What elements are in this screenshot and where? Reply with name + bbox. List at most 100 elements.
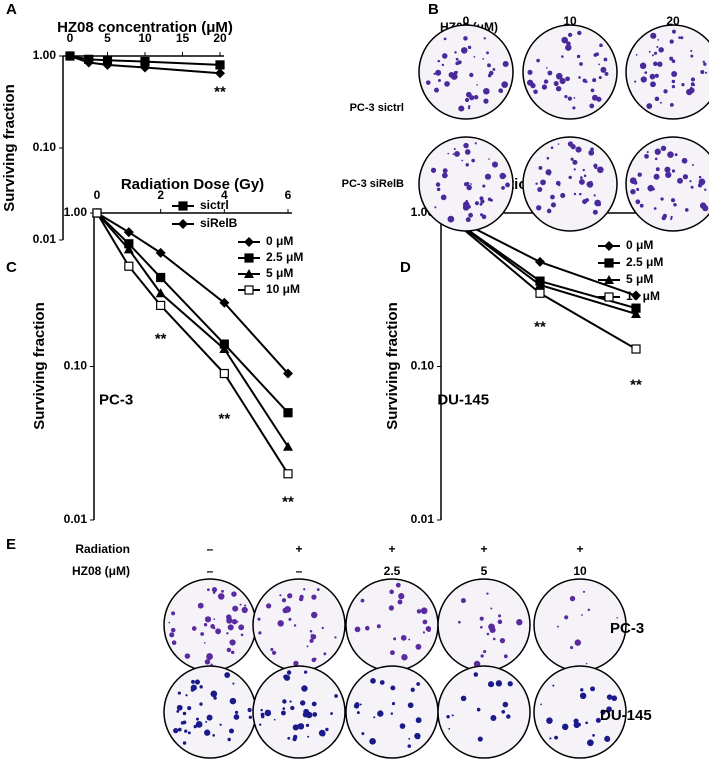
colony	[402, 654, 406, 658]
annotation: **	[630, 377, 642, 394]
colony	[465, 163, 469, 167]
colony	[653, 173, 660, 180]
y-axis-title: Surviving fraction	[384, 302, 401, 430]
colony	[476, 84, 478, 86]
colony	[203, 623, 208, 627]
colony	[480, 213, 484, 217]
colony	[311, 594, 317, 600]
colony	[474, 201, 480, 206]
colony	[194, 679, 200, 685]
colony	[293, 660, 299, 666]
colony	[490, 607, 493, 610]
colony	[236, 620, 239, 623]
marker	[219, 368, 229, 379]
colony	[569, 595, 576, 602]
colony	[390, 685, 396, 691]
colony	[664, 166, 671, 173]
colony	[311, 611, 318, 619]
colony	[311, 657, 316, 663]
colony	[577, 722, 581, 727]
y-tick-label: 0.10	[33, 140, 57, 154]
y-axis-title: Surviving fraction	[1, 84, 18, 212]
colony	[503, 654, 508, 659]
colony	[184, 653, 191, 659]
colony	[464, 97, 470, 103]
colony	[282, 699, 287, 704]
colony	[644, 153, 649, 159]
colony	[565, 44, 572, 51]
colony	[279, 594, 282, 597]
colony	[466, 181, 470, 186]
colony	[693, 84, 696, 87]
colony	[427, 628, 431, 633]
colony	[407, 744, 412, 748]
colony	[457, 620, 461, 624]
colony	[206, 653, 213, 660]
x-tick-label: 5	[104, 31, 111, 45]
colony	[579, 692, 587, 700]
marker	[156, 300, 166, 311]
legend-label: siRelB	[200, 216, 238, 230]
colony	[226, 614, 232, 620]
annotation: **	[218, 411, 230, 428]
colony	[330, 712, 333, 715]
colony	[573, 192, 577, 196]
colony	[312, 712, 318, 717]
colony	[283, 674, 288, 680]
colony	[674, 153, 678, 157]
colony	[334, 636, 337, 639]
colony	[557, 143, 560, 145]
colony	[597, 203, 601, 207]
colony	[487, 681, 495, 688]
colony	[578, 178, 585, 185]
colony	[306, 645, 309, 648]
colony	[325, 727, 329, 732]
colony	[611, 695, 618, 702]
colony	[597, 166, 604, 174]
colony	[461, 159, 464, 162]
colony	[471, 158, 475, 163]
colony	[455, 57, 459, 61]
legend-label: 0 μM	[266, 234, 293, 248]
colony	[465, 217, 471, 223]
colony	[672, 29, 676, 34]
colony	[437, 59, 441, 63]
colony	[360, 598, 365, 603]
colony	[282, 707, 286, 710]
colony	[654, 96, 660, 102]
colony	[592, 733, 595, 737]
colony	[669, 56, 674, 61]
colony	[646, 151, 649, 154]
legend-label: 2.5 μM	[266, 250, 303, 264]
colony	[582, 590, 586, 593]
colony	[277, 620, 284, 627]
colony	[554, 735, 558, 740]
colony	[460, 695, 467, 702]
marker	[535, 279, 545, 289]
colony	[451, 714, 454, 717]
colony	[299, 594, 304, 600]
legend-marker	[178, 201, 188, 211]
colony	[703, 62, 707, 66]
x-tick-label: 2	[157, 188, 164, 202]
colony	[550, 194, 555, 200]
colony	[659, 101, 662, 104]
colony	[536, 205, 542, 211]
colony	[580, 176, 583, 179]
colony	[499, 172, 506, 180]
colony	[606, 706, 612, 713]
colony	[671, 169, 676, 173]
colony	[689, 180, 692, 183]
colony	[546, 208, 552, 214]
colony	[447, 215, 455, 223]
colony	[217, 593, 225, 600]
colony	[681, 83, 685, 87]
colony	[462, 204, 470, 211]
colony	[481, 214, 487, 220]
colony	[422, 631, 426, 634]
colony	[364, 625, 370, 631]
annotation: PC-3	[99, 392, 133, 409]
colony	[684, 208, 689, 212]
colony	[437, 78, 441, 82]
colony	[280, 710, 286, 716]
